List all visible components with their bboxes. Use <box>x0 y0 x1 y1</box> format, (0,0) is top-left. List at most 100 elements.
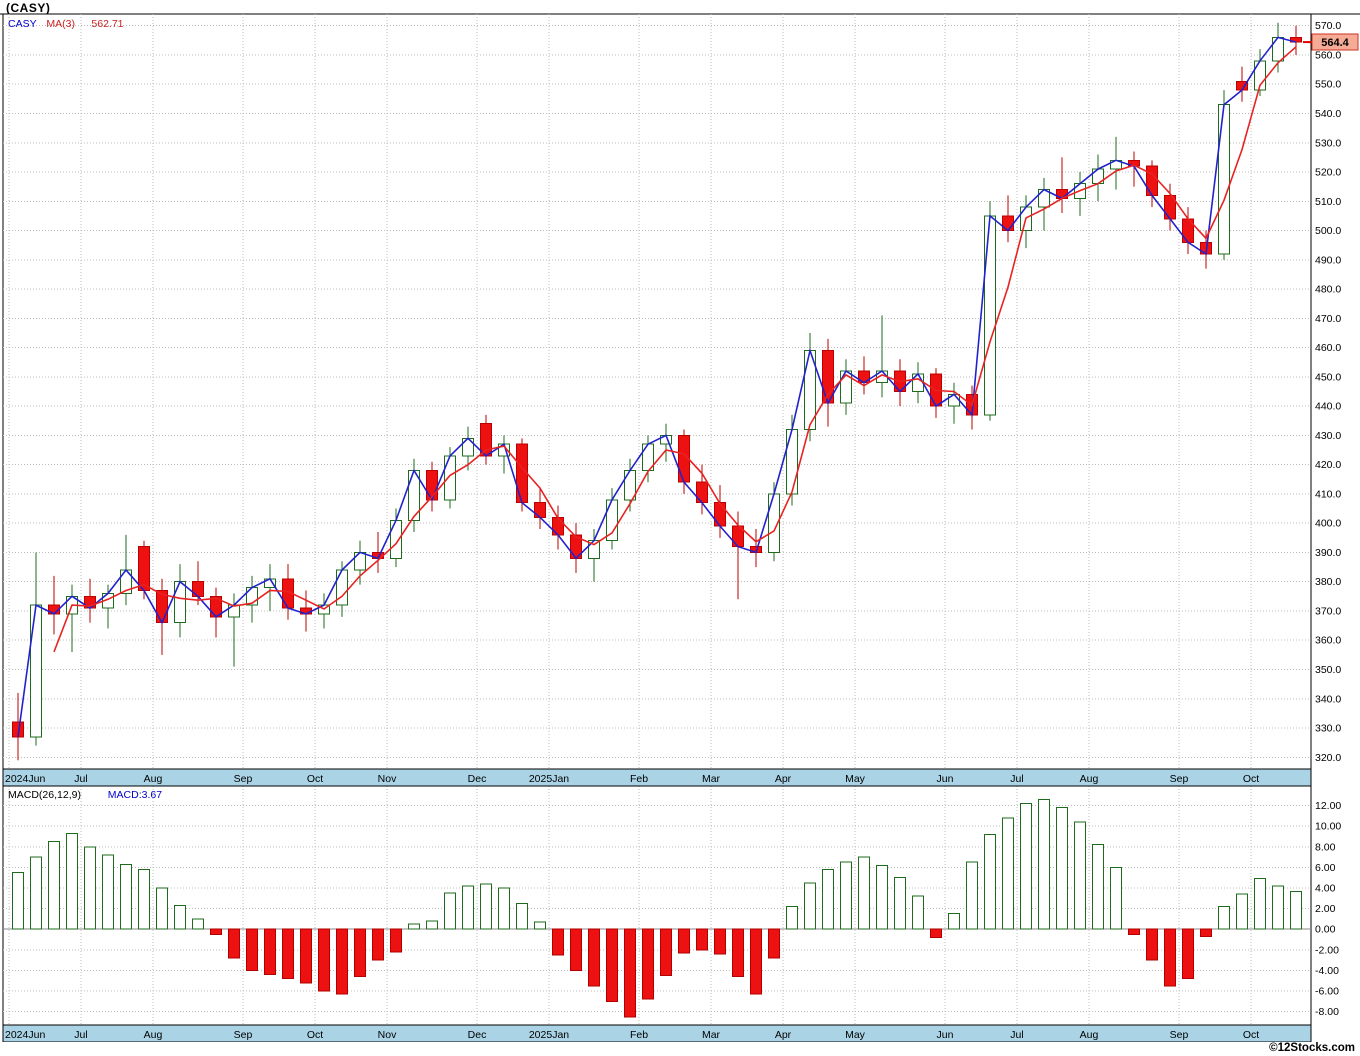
svg-text:2.00: 2.00 <box>1315 903 1336 915</box>
svg-text:Apr: Apr <box>775 1029 792 1041</box>
svg-text:Jul: Jul <box>1010 773 1023 785</box>
candle-up <box>1218 90 1230 260</box>
svg-text:450.0: 450.0 <box>1315 371 1341 383</box>
svg-text:Jun: Jun <box>937 1029 954 1041</box>
svg-text:480.0: 480.0 <box>1315 284 1341 296</box>
macd-y-axis: -8.00 -6.00 -4.00 -2.00 0.00 2.00 4.00 6.00 8.00… <box>1315 800 1341 1018</box>
macd-bar-negative <box>588 928 600 987</box>
svg-text:Sep: Sep <box>234 1029 253 1041</box>
macd-bar-negative <box>624 928 636 1018</box>
svg-text:Sep: Sep <box>234 773 253 785</box>
svg-text:420.0: 420.0 <box>1315 459 1341 471</box>
macd-bar-positive <box>174 905 186 930</box>
svg-text:-2.00: -2.00 <box>1315 944 1339 956</box>
svg-text:2025Jan: 2025Jan <box>529 1029 569 1041</box>
macd-legend: MACD(26,12,9) MACD:3.67 <box>8 789 162 801</box>
svg-text:Nov: Nov <box>378 1029 397 1041</box>
svg-text:360.0: 360.0 <box>1315 635 1341 647</box>
svg-text:Aug: Aug <box>1080 773 1099 785</box>
ma3-line <box>53 46 1297 653</box>
svg-text:May: May <box>845 1029 866 1041</box>
macd-bar-negative <box>696 928 708 951</box>
macd-bar-positive <box>156 887 168 930</box>
svg-text:Mar: Mar <box>702 1029 721 1041</box>
svg-text:Aug: Aug <box>1080 1029 1099 1041</box>
macd-bar-negative <box>210 928 222 935</box>
macd-bar-negative <box>606 928 618 1002</box>
macd-bar-positive <box>786 906 798 930</box>
svg-text:12.00: 12.00 <box>1315 800 1341 812</box>
macd-bar-positive <box>138 868 150 930</box>
macd-bar-positive <box>120 863 132 930</box>
macd-bar-negative <box>552 928 564 956</box>
svg-text:Aug: Aug <box>144 1029 163 1041</box>
macd-bar-positive <box>876 864 888 930</box>
svg-text:Nov: Nov <box>378 773 397 785</box>
macd-bar-positive <box>1254 878 1266 930</box>
svg-text:Sep: Sep <box>1170 1029 1189 1041</box>
svg-text:May: May <box>845 773 866 785</box>
svg-text:Oct: Oct <box>1243 1029 1259 1041</box>
macd-bar-positive <box>984 833 996 930</box>
svg-text:6.00: 6.00 <box>1315 862 1336 874</box>
candle-down <box>12 692 24 761</box>
svg-text:490.0: 490.0 <box>1315 254 1341 266</box>
svg-text:330.0: 330.0 <box>1315 723 1341 735</box>
macd-bar-negative <box>228 928 240 959</box>
macd-bar-negative <box>1146 928 1158 961</box>
macd-bar-negative <box>1200 928 1212 937</box>
svg-text:2024Jun: 2024Jun <box>5 1029 45 1041</box>
svg-text:500.0: 500.0 <box>1315 225 1341 237</box>
macd-bar-positive <box>1056 807 1068 930</box>
macd-bar-positive <box>444 892 456 930</box>
macd-bar-negative <box>642 928 654 1000</box>
svg-text:530.0: 530.0 <box>1315 137 1341 149</box>
svg-text:Feb: Feb <box>630 773 648 785</box>
price-y-axis: 320.0 330.0 340.0 350.0 360.0 370.0 380.0 390.0… <box>1315 20 1341 764</box>
svg-text:370.0: 370.0 <box>1315 605 1341 617</box>
macd-bar-positive <box>498 887 510 930</box>
svg-text:MACD(26,12,9): MACD(26,12,9) <box>8 789 81 801</box>
macd-bar-positive <box>822 868 834 930</box>
macd-bar-negative <box>570 928 582 971</box>
svg-text:390.0: 390.0 <box>1315 547 1341 559</box>
svg-text:Dec: Dec <box>468 773 487 785</box>
macd-bar-positive <box>1074 821 1086 930</box>
svg-text:400.0: 400.0 <box>1315 518 1341 530</box>
macd-bar-negative <box>660 928 672 977</box>
svg-text:4.00: 4.00 <box>1315 882 1336 894</box>
close-line <box>17 36 1297 737</box>
macd-bar-positive <box>1218 906 1230 930</box>
svg-text:MA(3): MA(3) <box>46 18 75 30</box>
svg-text:460.0: 460.0 <box>1315 342 1341 354</box>
svg-text:Oct: Oct <box>307 773 323 785</box>
macd-bar-negative <box>768 928 780 959</box>
svg-text:550.0: 550.0 <box>1315 79 1341 91</box>
svg-text:-4.00: -4.00 <box>1315 965 1339 977</box>
price-legend: CASY MA(3) 562.71 <box>8 18 124 30</box>
macd-bar-negative <box>1164 928 1176 987</box>
macd-bar-positive <box>426 920 438 930</box>
macd-bar-positive <box>858 856 870 930</box>
svg-text:440.0: 440.0 <box>1315 401 1341 413</box>
svg-text:Jul: Jul <box>74 1029 87 1041</box>
macd-bar-positive <box>1002 817 1014 930</box>
macd-bar-positive <box>1092 844 1104 930</box>
macd-bar-positive <box>966 861 978 930</box>
svg-text:MACD:3.67: MACD:3.67 <box>108 789 162 801</box>
macd-bar-negative <box>750 928 762 995</box>
macd-bar-positive <box>12 872 24 930</box>
svg-text:Apr: Apr <box>775 773 792 785</box>
svg-text:10.00: 10.00 <box>1315 821 1341 833</box>
svg-text:Dec: Dec <box>468 1029 487 1041</box>
svg-text:CASY: CASY <box>8 18 37 30</box>
svg-text:340.0: 340.0 <box>1315 693 1341 705</box>
macd-bar-positive <box>1236 893 1248 930</box>
watermark: ©12Stocks.com <box>1269 1042 1355 1054</box>
svg-text:410.0: 410.0 <box>1315 488 1341 500</box>
svg-text:470.0: 470.0 <box>1315 313 1341 325</box>
svg-text:Jul: Jul <box>74 773 87 785</box>
macd-bar-positive <box>804 882 816 930</box>
